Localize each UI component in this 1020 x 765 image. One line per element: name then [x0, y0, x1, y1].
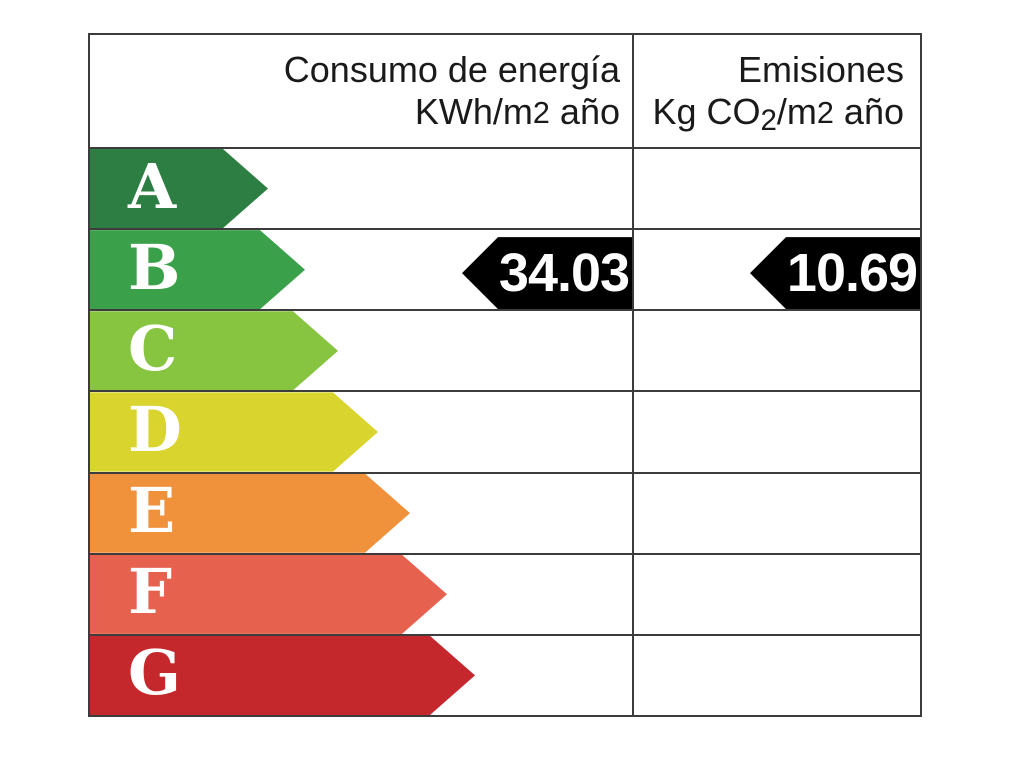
consumption-value: 34.03 [498, 243, 630, 304]
rating-letter: D [128, 392, 182, 466]
rating-row-d: D [90, 390, 920, 471]
consumption-value-marker: 34.03 [462, 237, 632, 310]
rating-arrow-g: G [90, 636, 475, 715]
unit-exponent: 2 [532, 96, 550, 130]
unit-exponent: 2 [816, 96, 834, 130]
header-row: Consumo de energía KWh/m2 año Emisiones … [90, 35, 920, 147]
rating-arrow-e: E [90, 474, 410, 553]
rating-arrow-b: B [90, 230, 305, 309]
rating-letter: G [128, 636, 181, 710]
rating-arrow-d: D [90, 392, 378, 471]
rating-letter: F [128, 555, 173, 629]
rating-scale: A B 34.03 10.69 C D E [90, 147, 920, 715]
unit-text: año [549, 91, 620, 132]
consumption-title: Consumo de energía [283, 49, 620, 90]
consumption-units: KWh/m2 año [90, 91, 620, 135]
rating-row-c: C [90, 309, 920, 390]
rating-row-g: G [90, 633, 920, 715]
rating-arrow-c: C [90, 311, 338, 390]
emissions-title: Emisiones [737, 49, 904, 90]
rating-row-f: F [90, 552, 920, 634]
energy-efficiency-label: Consumo de energía KWh/m2 año Emisiones … [88, 33, 922, 717]
unit-text: Kg CO [652, 91, 761, 132]
column-divider [632, 35, 634, 715]
rating-letter: B [128, 230, 181, 304]
emissions-value-marker: 10.69 [750, 237, 920, 310]
emissions-header: Emisiones Kg CO2/m2 año [634, 35, 920, 147]
consumption-header: Consumo de energía KWh/m2 año [90, 35, 634, 147]
rating-row-b: B 34.03 10.69 [90, 228, 920, 309]
rating-row-e: E [90, 471, 920, 553]
rating-arrow-a: A [90, 149, 268, 228]
rating-letter: C [128, 311, 178, 385]
unit-text: año [833, 91, 904, 132]
rating-letter: A [128, 149, 177, 223]
rating-arrow-f: F [90, 555, 447, 634]
unit-text: KWh/m [414, 91, 533, 132]
emissions-value: 10.69 [786, 243, 918, 304]
rating-row-a: A [90, 147, 920, 228]
unit-text: /m [776, 91, 817, 132]
unit-subscript: 2 [760, 104, 777, 138]
rating-letter: E [128, 474, 176, 548]
emissions-units: Kg CO2/m2 año [634, 91, 904, 138]
